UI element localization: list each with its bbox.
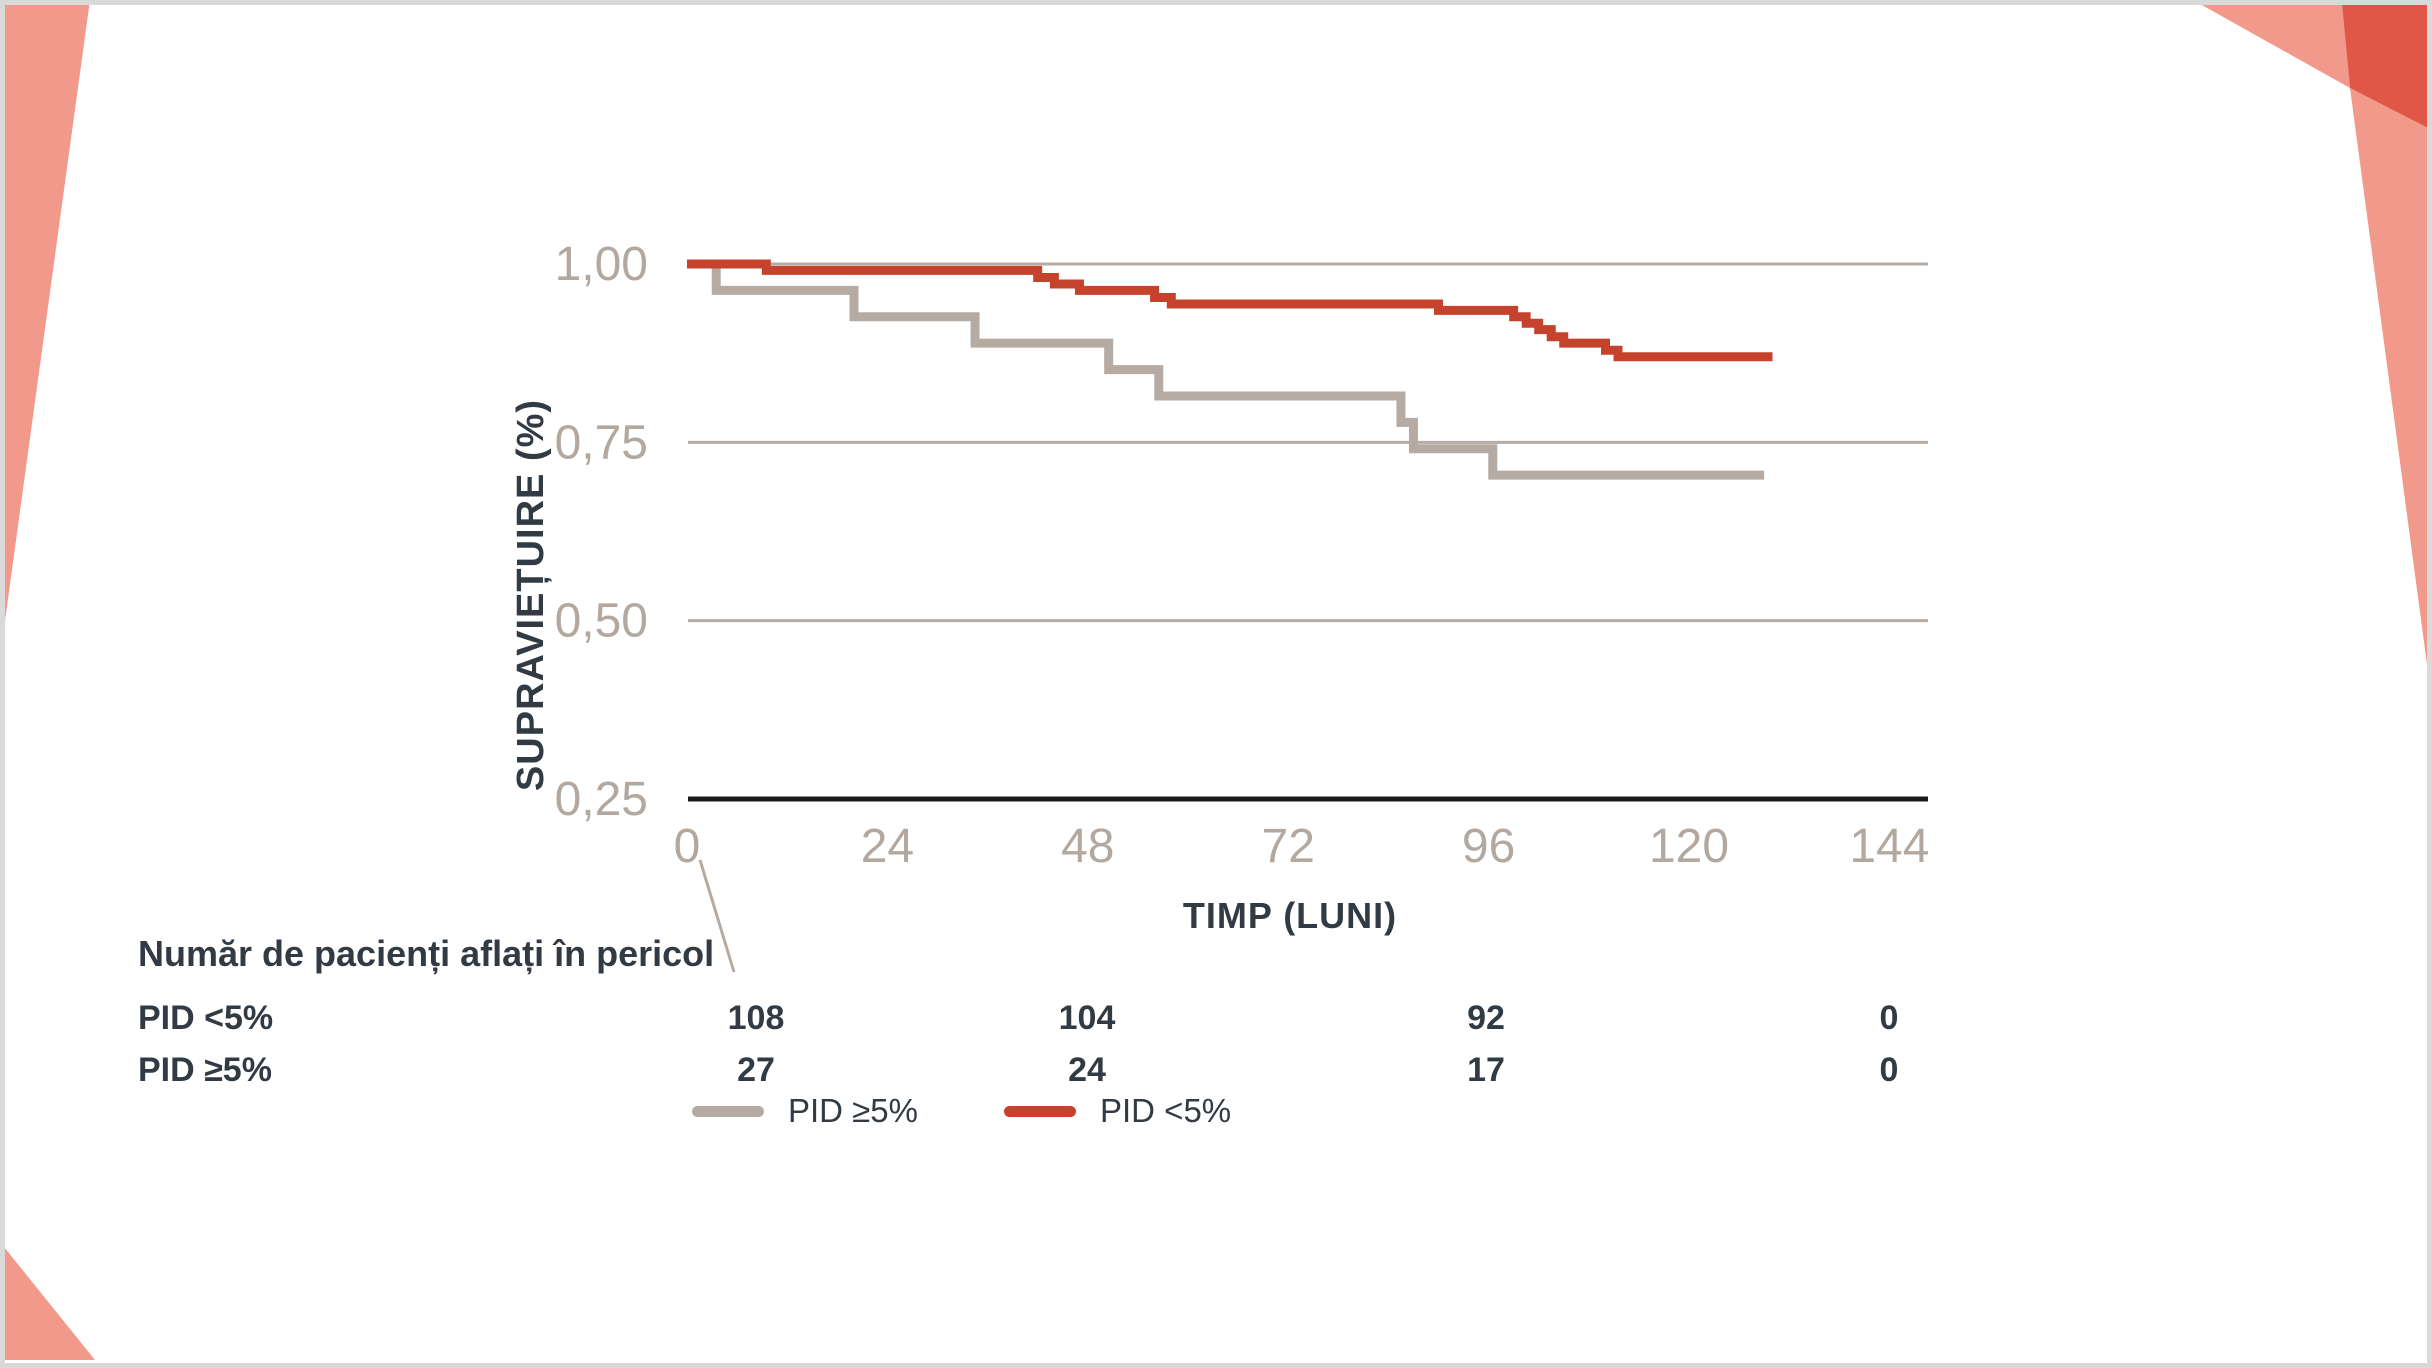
legend-item-pid-lt5: PID <5% [1004, 1092, 1231, 1130]
risk-value: 17 [1467, 1051, 1505, 1089]
y-tick-label: 0,50 [555, 595, 648, 648]
risk-value: 0 [1879, 999, 1899, 1037]
survival-curve-pid-lt5 [687, 259, 1773, 362]
decor-top-left-wedge [4, 0, 90, 628]
risk-value: 24 [1068, 1051, 1106, 1089]
chart-legend: PID ≥5% PID <5% [692, 1088, 1231, 1134]
x-tick-label: 24 [861, 820, 914, 873]
decor-top-right-salmon-strip [2350, 88, 2428, 672]
risk-value: 104 [1058, 999, 1116, 1037]
decor-top-right-salmon-sliver [2200, 4, 2350, 88]
x-tick-label: 120 [1649, 820, 1729, 873]
decor-top-right-red-corner [2342, 4, 2428, 128]
x-axis-title: TIMP (LUNI) [1182, 895, 1398, 936]
y-axis-title: SUPRAVIEȚUIRE (%) [510, 398, 552, 792]
y-tick-label: 0,75 [555, 416, 648, 469]
risk-value: 0 [1879, 1051, 1899, 1089]
legend-swatch-red [1004, 1105, 1076, 1117]
decor-bottom-left-triangle [4, 1247, 95, 1360]
risk-table-title: Număr de pacienți aflați în pericol [138, 933, 715, 974]
x-tick-label: 96 [1462, 820, 1515, 873]
legend-item-pid-ge5: PID ≥5% [692, 1092, 918, 1130]
x-tick-label: 144 [1849, 820, 1929, 873]
risk-value: 92 [1467, 999, 1505, 1037]
risk-table-callout-line [698, 859, 736, 973]
risk-value: 27 [737, 1051, 775, 1089]
legend-label: PID <5% [1100, 1092, 1232, 1129]
y-tick-label: 1,00 [555, 238, 648, 291]
risk-row-label: PID ≥5% [138, 1051, 272, 1089]
legend-swatch-gray [692, 1105, 764, 1117]
risk-value: 108 [727, 999, 785, 1037]
x-tick-label: 0 [674, 820, 701, 873]
legend-label: PID ≥5% [788, 1092, 918, 1129]
survival-curve-pid-ge5 [687, 259, 1765, 480]
y-tick-label: 0,25 [555, 773, 648, 826]
x-tick-label: 48 [1061, 820, 1114, 873]
risk-row-label: PID <5% [138, 999, 274, 1037]
x-tick-label: 72 [1262, 820, 1315, 873]
